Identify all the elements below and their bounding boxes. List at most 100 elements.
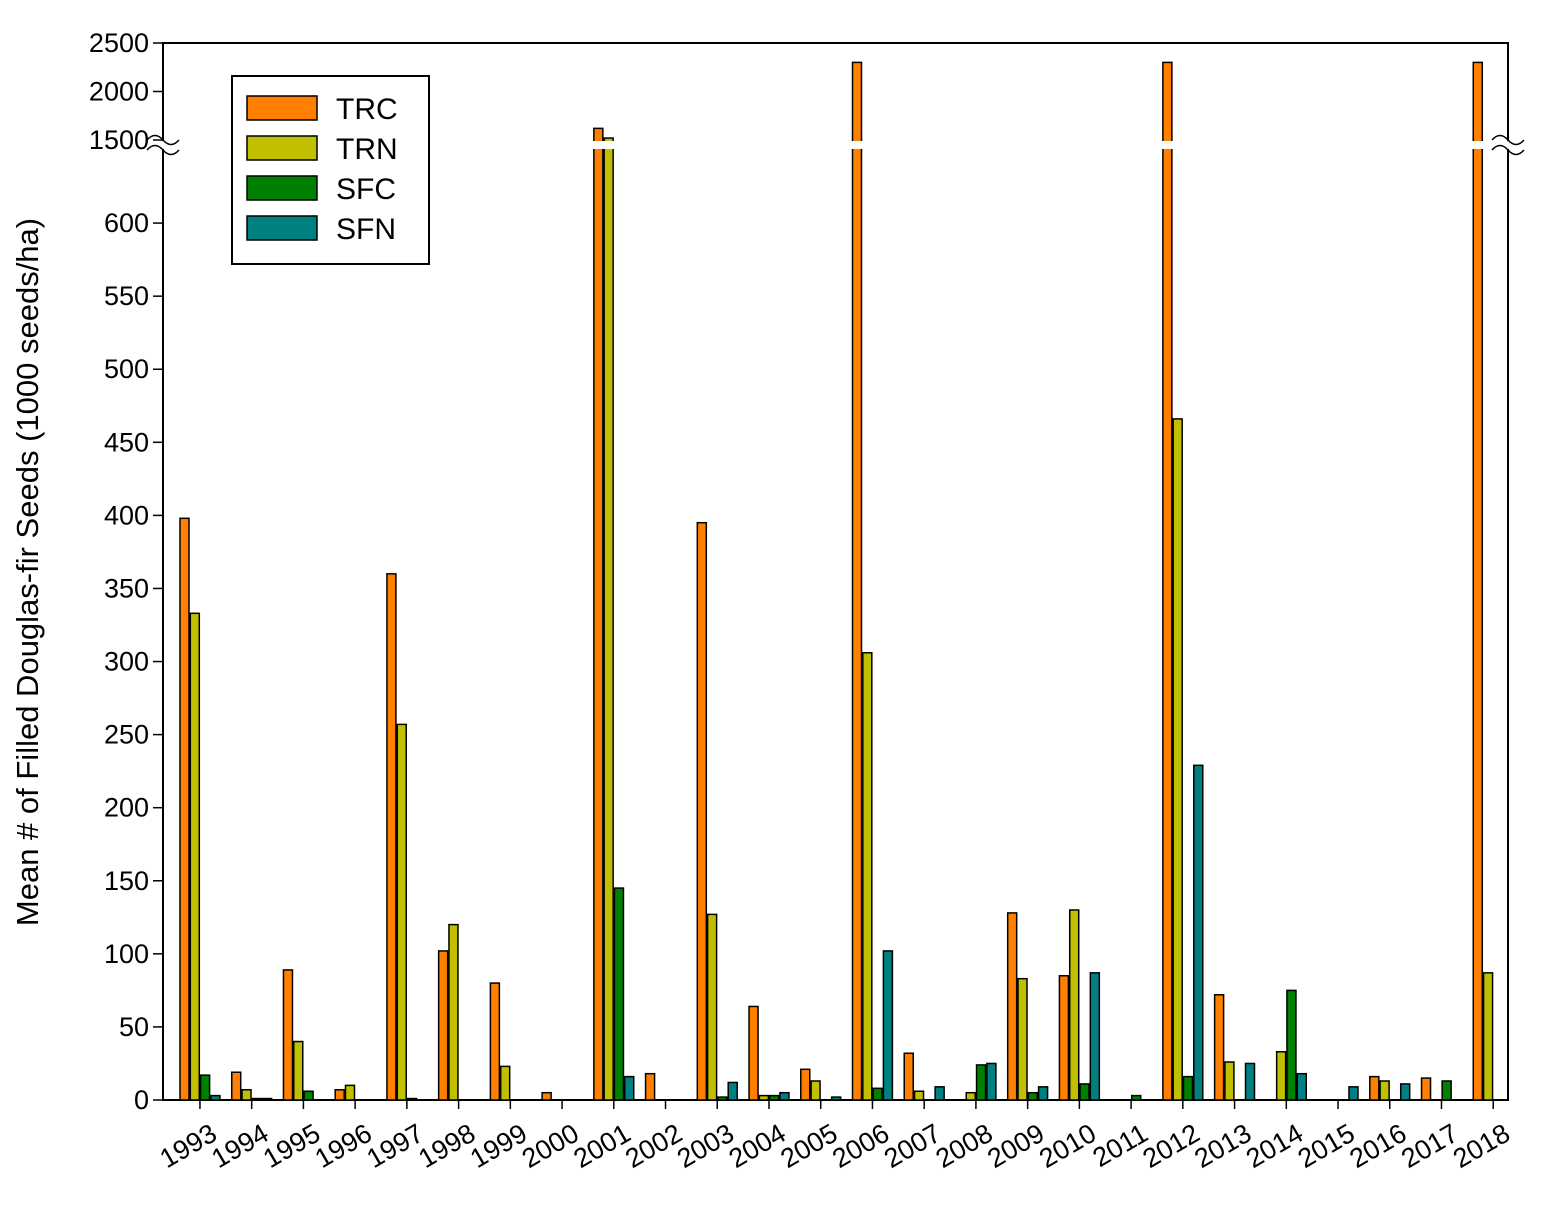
bar-trn-1999 (499, 1065, 511, 1101)
bar-trn-1993 (189, 612, 201, 1101)
bar-sfn-2010 (1089, 972, 1101, 1101)
bar-trn-2012 (1172, 418, 1183, 1101)
bar-sfn-2007 (934, 1086, 945, 1101)
bar-trc-2009 (1006, 912, 1018, 1101)
bar-trn-2014 (1275, 1051, 1287, 1101)
legend-label-sfc: SFC (336, 173, 396, 206)
bar-sfc-2011 (1131, 1094, 1142, 1101)
bar-sfn-2003 (727, 1081, 738, 1101)
bar-trn-2018 (1482, 972, 1494, 1101)
bar-sfn-2009 (1037, 1086, 1049, 1101)
legend-label-trn: TRN (336, 133, 398, 166)
bar-sfc-2001 (613, 887, 625, 1101)
bar-trc-2000 (541, 1091, 552, 1101)
y-tick-label: 400 (104, 500, 149, 530)
bar-trc-2010 (1058, 975, 1070, 1101)
bar-sfn-2016 (1399, 1083, 1411, 1101)
y-tick-label: 100 (104, 939, 149, 969)
bar-sfn-2012 (1193, 764, 1204, 1101)
bar-trn-2001 (603, 137, 614, 1101)
bar-trn-1996 (344, 1084, 356, 1101)
bar-trc-2005 (800, 1068, 811, 1101)
bar-trn-2007 (913, 1090, 925, 1101)
x-tick-label: 2018 (1448, 1118, 1515, 1174)
bar-sfn-2006 (882, 950, 894, 1101)
bar-trn-2006 (862, 652, 873, 1101)
bar-trc-2016 (1369, 1075, 1380, 1101)
legend-swatch-trc (246, 95, 318, 121)
bar-sfn-2013 (1244, 1062, 1256, 1101)
bars-layer (179, 61, 1494, 1101)
y-tick-label: 50 (119, 1012, 149, 1042)
y-tick-label: 600 (104, 208, 149, 238)
y-tick-label: 2500 (89, 28, 149, 58)
bar-sfc-2009 (1027, 1091, 1039, 1101)
axis-break-mark (1491, 134, 1525, 146)
axis-break-gap (147, 141, 1524, 149)
bar-trn-2013 (1224, 1061, 1235, 1101)
bar-trc-2002 (644, 1072, 656, 1101)
bar-sfc-2012 (1182, 1075, 1194, 1101)
legend-label-trc: TRC (336, 93, 398, 126)
bar-trc-1994 (230, 1071, 242, 1101)
bar-sfc-2014 (1286, 989, 1297, 1101)
bar-trc-2003 (696, 521, 708, 1101)
bar-sfn-2001 (623, 1075, 635, 1101)
bar-trc-1998 (437, 950, 449, 1101)
bar-sfn-2008 (986, 1062, 997, 1101)
y-tick-label: 450 (104, 427, 149, 457)
bar-trc-1996 (334, 1089, 345, 1101)
bar-sfc-1993 (199, 1074, 211, 1101)
legend-swatch-trn (246, 135, 318, 161)
legend-label-sfn: SFN (336, 213, 396, 246)
bar-trn-1998 (448, 923, 459, 1101)
bar-trc-2006 (851, 61, 863, 1101)
bar-trn-2008 (965, 1091, 977, 1101)
bar-sfc-1997 (406, 1097, 418, 1101)
bar-trn-1997 (396, 723, 407, 1101)
axis-break-mark (146, 144, 180, 156)
bar-trc-1995 (282, 969, 294, 1101)
bar-trn-2016 (1379, 1080, 1390, 1101)
axis-break-mark (1491, 144, 1525, 156)
y-tick-label: 350 (104, 573, 149, 603)
bar-trc-2018 (1472, 61, 1484, 1101)
y-tick-label: 550 (104, 281, 149, 311)
bar-trc-1997 (386, 573, 397, 1101)
y-axis-title: Mean # of Filled Douglas-fir Seeds (1000… (10, 218, 45, 926)
y-tick-label: 0 (134, 1085, 149, 1115)
y-tick-label: 300 (104, 647, 149, 677)
bar-trc-1993 (179, 517, 190, 1101)
bar-sfc-2004 (768, 1094, 780, 1101)
bar-trn-2005 (810, 1080, 821, 1101)
y-tick-label: 2000 (89, 77, 149, 107)
bar-sfn-2004 (779, 1091, 790, 1101)
bar-sfc-2003 (717, 1096, 728, 1101)
bar-sfc-2010 (1079, 1083, 1090, 1101)
bar-trn-2004 (758, 1094, 770, 1101)
bar-trn-2009 (1017, 977, 1028, 1101)
y-tick-label: 150 (104, 866, 149, 896)
bar-sfc-1995 (303, 1090, 314, 1101)
bar-sfc-2006 (872, 1087, 883, 1101)
bar-sfn-2005 (830, 1096, 842, 1101)
bar-trn-2003 (706, 913, 718, 1101)
bar-sfn-2014 (1296, 1072, 1307, 1101)
x-axis: 1993199419951996199719981999200020012002… (155, 1100, 1515, 1174)
bar-trc-2004 (748, 1005, 759, 1101)
legend-swatch-sfc (246, 175, 318, 201)
bar-trc-2001 (593, 127, 604, 1101)
bar-trn-1994 (241, 1089, 252, 1101)
bar-sfc-2008 (975, 1064, 987, 1101)
bar-trc-2013 (1213, 994, 1225, 1101)
bar-sfn-1993 (210, 1094, 221, 1101)
bar-trc-2017 (1420, 1077, 1432, 1101)
y-tick-label: 200 (104, 793, 149, 823)
bar-sfn-2015 (1348, 1086, 1359, 1101)
bar-trc-1999 (489, 982, 501, 1101)
bar-sfc-2017 (1441, 1080, 1452, 1101)
y-axis: 0 50 100 150 200 250 300 350 400 450 500 550 600 1500… (89, 28, 163, 1115)
legend-swatch-sfn (246, 215, 318, 241)
legend: TRC TRN SFC SFN (231, 75, 430, 265)
